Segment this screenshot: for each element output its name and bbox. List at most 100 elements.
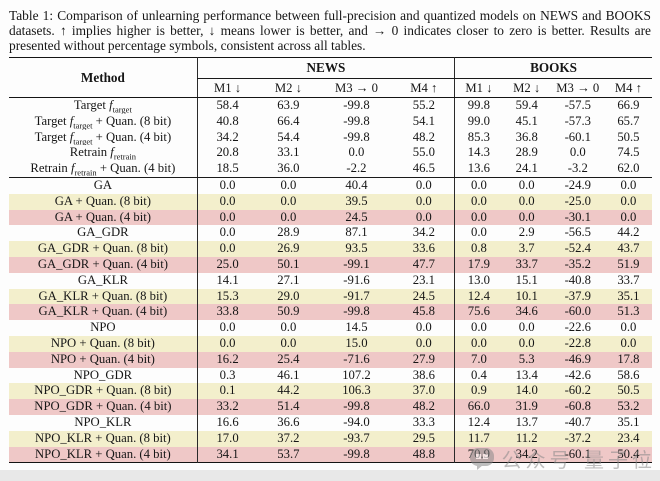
method-label: Retrain fretrain + Quan. (4 bit): [9, 161, 198, 178]
value-cell: 17.0: [196, 430, 258, 447]
value-cell: 14.0: [515, 383, 538, 398]
value-cell: 28.9: [515, 145, 538, 160]
value-cell: 58.6: [617, 367, 640, 382]
value-cell: 13.4: [515, 367, 538, 382]
value-cell: 2.9: [518, 225, 535, 240]
value-cell: 0.0: [280, 177, 297, 192]
value-cell: 43.7: [617, 241, 640, 256]
value-cell: 12.4: [454, 288, 503, 305]
value-cell: 0.0: [620, 177, 637, 192]
col-header-news-m4: M4 ↑: [393, 78, 455, 98]
method-label: Retrain fretrain: [69, 145, 136, 162]
value-cell: 45.1: [515, 113, 538, 128]
results-table: Method NEWS BOOKS M1 ↓ M2 ↓ M3 → 0 M4 ↑ …: [9, 57, 652, 464]
value-cell: 34.2: [515, 446, 538, 461]
header-sub-row: M1 ↓ M2 ↓ M3 → 0 M4 ↑ M1 ↓ M2 ↓ M3 → 0 M…: [9, 78, 652, 98]
value-cell: 15.0: [345, 335, 368, 350]
table-row: NPO + Quan. (4 bit) 16.2 25.4 -71.6 27.9 7.0 5…: [9, 351, 652, 368]
value-cell: -22.6: [564, 320, 591, 335]
value-cell: 24.5: [412, 288, 435, 303]
value-cell: 23.4: [617, 430, 640, 445]
value-cell: -40.8: [564, 272, 591, 287]
value-cell: 53.2: [617, 399, 640, 414]
value-cell: 0.0: [196, 177, 258, 194]
table-row: Retrain fretrain 20.8 33.1 0.0 55.0 14.3 28.9 0…: [9, 145, 652, 162]
value-cell: 0.4: [454, 367, 503, 384]
value-cell: 0.0: [518, 209, 535, 224]
table-row: GA_KLR + Quan. (8 bit) 15.3 29.0 -91.7 24.5 1…: [9, 288, 652, 305]
value-cell: 0.1: [196, 383, 258, 400]
value-cell: 15.3: [196, 288, 258, 305]
value-cell: 37.2: [277, 430, 300, 445]
value-cell: 0.0: [454, 209, 503, 226]
value-cell: 0.0: [415, 209, 432, 224]
value-cell: -3.2: [550, 161, 605, 178]
value-cell: 27.1: [277, 272, 300, 287]
value-cell: 0.0: [280, 209, 297, 224]
value-cell: 33.3: [412, 414, 435, 429]
method-label: NPO: [90, 320, 116, 335]
value-cell: 36.6: [277, 414, 300, 429]
table-row: NPO_GDR + Quan. (8 bit) 0.1 44.2 106.3 37.0 0…: [9, 383, 652, 400]
value-cell: 34.2: [196, 129, 258, 146]
table-row: NPO_KLR + Quan. (4 bit) 34.1 53.7 -99.8 48.8…: [9, 446, 652, 463]
value-cell: 0.0: [415, 193, 432, 208]
value-cell: 0.0: [454, 320, 503, 336]
value-cell: 59.4: [515, 98, 538, 112]
value-cell: 0.0: [196, 193, 258, 210]
value-cell: 106.3: [342, 383, 371, 398]
value-cell: 34.1: [196, 446, 258, 463]
table-row: GA + Quan. (8 bit) 0.0 0.0 39.5 0.0 0.0 0.0 -25…: [9, 193, 652, 210]
method-label: NPO + Quan. (4 bit): [50, 351, 155, 366]
value-cell: -60.0: [564, 304, 591, 319]
value-cell: 36.0: [257, 161, 320, 178]
value-cell: 12.4: [454, 414, 503, 431]
table-body: Target ftarget 58.4 63.9 -99.8 55.2 99.8 59.4 -…: [9, 97, 652, 463]
col-header-books-m4: M4 ↑: [604, 78, 652, 98]
value-cell: 75.6: [454, 304, 503, 321]
method-label: NPO_KLR: [74, 414, 132, 429]
value-cell: -22.8: [564, 335, 591, 350]
value-cell: 13.6: [454, 161, 503, 178]
value-cell: 0.0: [196, 225, 258, 242]
value-cell: 27.9: [412, 351, 435, 366]
value-cell: -99.8: [343, 129, 370, 144]
table-row: NPO_GDR + Quan. (4 bit) 33.2 51.4 -99.8 48.2…: [9, 399, 652, 415]
value-cell: -37.2: [564, 430, 591, 445]
value-cell: 29.5: [412, 430, 435, 445]
value-cell: 14.1: [196, 272, 258, 289]
value-cell: 0.0: [454, 193, 503, 210]
method-label: GA_GDR: [77, 225, 129, 240]
value-cell: 10.1: [515, 288, 538, 303]
value-cell: 7.0: [454, 351, 503, 368]
value-cell: 28.9: [277, 225, 300, 240]
value-cell: 0.0: [518, 335, 535, 350]
value-cell: 24.1: [502, 161, 551, 178]
value-cell: 0.9: [454, 383, 503, 400]
value-cell: 46.5: [393, 161, 455, 178]
value-cell: 54.1: [412, 113, 435, 128]
value-cell: -57.5: [564, 98, 591, 112]
table-row: GA + Quan. (4 bit) 0.0 0.0 24.5 0.0 0.0 0.0 -30…: [9, 209, 652, 226]
value-cell: 0.0: [415, 320, 432, 335]
value-cell: 29.0: [277, 288, 300, 303]
value-cell: -93.7: [343, 430, 370, 445]
table-row: GA_KLR 14.1 27.1 -91.6 23.1 13.0 15.1 -40.8 33.7: [9, 272, 652, 289]
value-cell: 33.7: [617, 272, 640, 287]
value-cell: 0.0: [280, 193, 297, 208]
value-cell: -42.6: [564, 367, 591, 382]
method-label: GA_KLR + Quan. (4 bit): [38, 304, 168, 319]
method-label: GA: [93, 177, 113, 192]
value-cell: 33.6: [412, 241, 435, 256]
value-cell: 54.4: [277, 129, 300, 144]
value-cell: 20.8: [196, 145, 258, 162]
value-cell: 0.0: [196, 241, 258, 257]
value-cell: 50.9: [277, 304, 300, 319]
col-header-books-m2: M2 ↓: [502, 78, 551, 98]
value-cell: -52.4: [564, 241, 591, 256]
table-row: GA_KLR + Quan. (4 bit) 33.8 50.9 -99.8 45.8 7…: [9, 304, 652, 321]
value-cell: -60.1: [564, 446, 591, 461]
value-cell: 25.4: [277, 351, 300, 366]
value-cell: -99.1: [343, 256, 370, 271]
method-label: Target ftarget + Quan. (4 bit): [34, 129, 172, 146]
